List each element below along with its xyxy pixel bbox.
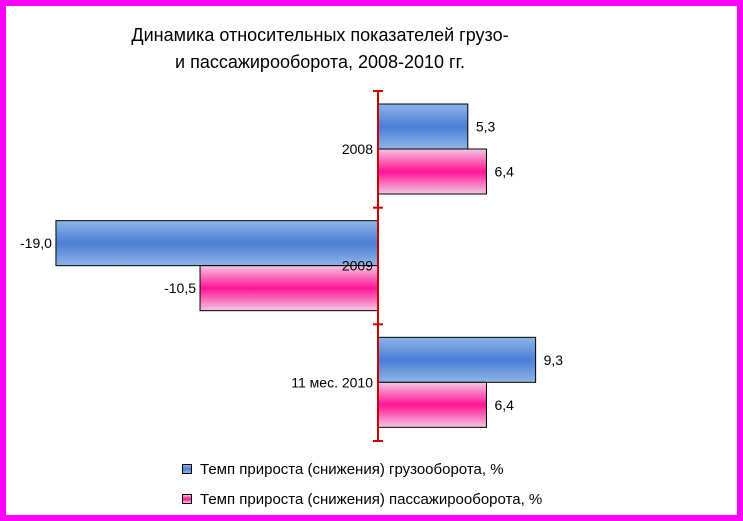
bar-series-1-2 bbox=[377, 336, 537, 383]
legend-item-series-2: Темп прироста (снижения) пассажирооборот… bbox=[182, 484, 542, 514]
data-label-series-2-2: 6,4 bbox=[494, 397, 514, 413]
legend-swatch-series-2 bbox=[182, 494, 192, 504]
data-label-series-1-1: -19,0 bbox=[20, 235, 52, 251]
legend-swatch-series-1 bbox=[182, 464, 192, 474]
category-label-0: 2008 bbox=[342, 141, 373, 157]
chart-legend: Темп прироста (снижения) грузооборота, %… bbox=[182, 454, 542, 514]
bar-series-2-0 bbox=[377, 148, 487, 195]
category-label-1: 2009 bbox=[342, 258, 373, 274]
chart-title-line-1: Динамика относительных показателей грузо… bbox=[131, 25, 509, 45]
legend-label-series-2: Темп прироста (снижения) пассажирооборот… bbox=[200, 490, 543, 508]
bar-series-2-2 bbox=[377, 381, 487, 428]
bar-series-1-1 bbox=[55, 220, 379, 267]
chart-title: Динамика относительных показателей грузо… bbox=[0, 22, 640, 76]
data-label-series-1-0: 5,3 bbox=[476, 119, 496, 135]
data-label-series-2-0: 6,4 bbox=[494, 164, 514, 180]
category-label-2: 11 мес. 2010 bbox=[291, 374, 373, 390]
chart-title-line-2: и пассажирооборота, 2008-2010 гг. bbox=[175, 52, 465, 72]
bar-series-1-0 bbox=[377, 103, 469, 150]
data-label-series-2-1: -10,5 bbox=[164, 280, 196, 296]
data-label-series-1-2: 9,3 bbox=[544, 352, 564, 368]
legend-label-series-1: Темп прироста (снижения) грузооборота, % bbox=[200, 460, 504, 478]
legend-item-series-1: Темп прироста (снижения) грузооборота, % bbox=[182, 454, 542, 484]
